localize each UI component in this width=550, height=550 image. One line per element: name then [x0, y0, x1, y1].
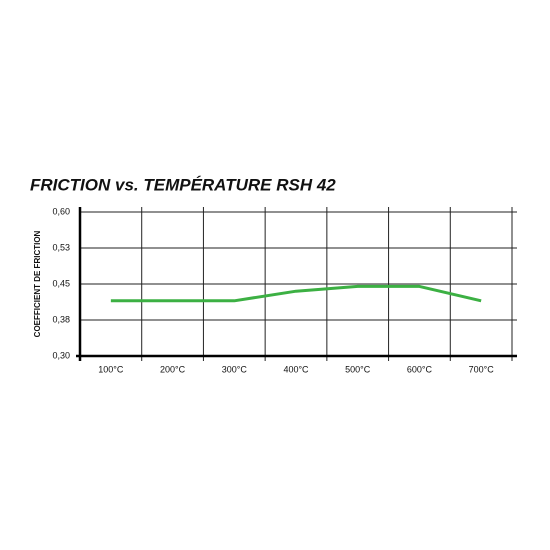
x-tick-label: 500°C: [345, 364, 371, 374]
y-tick-label: 0,60: [52, 206, 70, 216]
y-tick-label: 0,45: [52, 278, 70, 288]
line-series: [110, 284, 482, 303]
x-tick-label: 300°C: [222, 364, 248, 374]
y-tick-label: 0,38: [52, 314, 70, 324]
y-axis-label: COEFFICIENT DE FRICTION: [33, 230, 42, 337]
x-tick-label: 600°C: [407, 364, 433, 374]
chart-title: FRICTION vs. TEMPÉRATURE RSH 42: [30, 175, 336, 194]
x-tick-label: 700°C: [469, 364, 495, 374]
x-tick-label: 400°C: [283, 364, 309, 374]
y-tick-label: 0,53: [52, 242, 70, 252]
y-tick-label: 0,30: [52, 350, 70, 360]
x-tick-label: 100°C: [98, 364, 124, 374]
x-tick-label: 200°C: [160, 364, 186, 374]
